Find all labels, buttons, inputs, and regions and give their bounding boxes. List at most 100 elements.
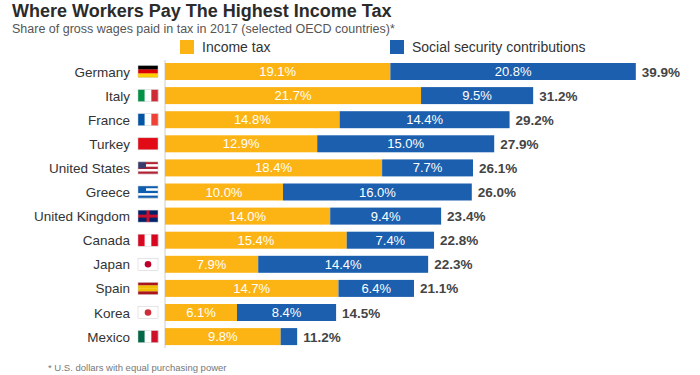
flag-stripe xyxy=(145,90,152,102)
flag-border xyxy=(138,331,158,343)
data-label: 14.7% xyxy=(233,281,270,296)
data-label: 7.4% xyxy=(376,233,406,248)
bar-segment xyxy=(281,328,298,345)
data-label: 19.1% xyxy=(259,64,296,79)
category-label: Canada xyxy=(83,233,131,248)
total-label: 26.0% xyxy=(478,185,516,200)
flag-stripe xyxy=(138,169,158,172)
data-label: 14.0% xyxy=(229,209,266,224)
data-label: 20.8% xyxy=(495,64,532,79)
flag xyxy=(138,234,158,246)
background xyxy=(0,0,700,375)
bar-segment xyxy=(421,87,533,104)
flag xyxy=(138,331,158,343)
flag-border xyxy=(138,114,158,126)
bar-segment xyxy=(165,280,338,297)
category-label: Greece xyxy=(86,185,130,200)
flag xyxy=(138,307,158,319)
data-label: 8.4% xyxy=(272,305,302,320)
flag-stripe xyxy=(151,331,158,343)
flag-stripe xyxy=(138,291,158,294)
bar-segment xyxy=(340,111,510,128)
bar-segment xyxy=(338,280,414,297)
flag-border xyxy=(138,138,158,150)
total-label: 14.5% xyxy=(342,306,380,321)
flag-stripe xyxy=(138,288,158,291)
flag-field xyxy=(138,258,158,270)
data-label: 10.0% xyxy=(206,185,243,200)
total-label: 26.1% xyxy=(479,161,517,176)
flag-border xyxy=(138,307,158,319)
flag xyxy=(138,138,158,150)
flag-stripe xyxy=(138,70,158,74)
chart: Where Workers Pay The Highest Income Tax… xyxy=(0,0,700,375)
bar-segment xyxy=(165,63,390,80)
flag xyxy=(138,90,158,102)
bar-segment xyxy=(390,63,635,80)
data-label: 15.4% xyxy=(237,233,274,248)
flag-canton xyxy=(138,186,146,193)
bar-segment xyxy=(237,304,336,321)
flag-border xyxy=(138,210,158,222)
bar-segment xyxy=(165,184,283,201)
flag-stripe xyxy=(138,74,158,78)
flag-stripe xyxy=(138,90,145,102)
flag-border xyxy=(138,66,158,78)
data-label: 14.4% xyxy=(406,112,443,127)
total-label: 29.2% xyxy=(516,113,554,128)
total-label: 23.4% xyxy=(447,209,485,224)
flag xyxy=(138,66,158,78)
flag-border xyxy=(138,186,158,198)
labels: Germany19.1%20.8%39.9%Italy21.7%9.5%31.2… xyxy=(34,64,680,345)
data-label: 15.0% xyxy=(387,136,424,151)
data-label: 14.8% xyxy=(234,112,271,127)
bar-segment xyxy=(317,135,494,152)
data-label: 6.1% xyxy=(186,305,216,320)
flag-stripe xyxy=(145,234,152,246)
flag-stripe xyxy=(138,331,145,343)
bar-segment xyxy=(258,256,428,273)
data-label: 18.4% xyxy=(255,160,292,175)
flag xyxy=(138,258,158,270)
flag-stripe xyxy=(138,114,145,126)
legend-swatch xyxy=(390,40,404,54)
flag-border xyxy=(138,258,158,270)
flag-stripe xyxy=(151,234,158,246)
flag-dot xyxy=(145,261,152,268)
bar-segment xyxy=(165,328,281,345)
flag-border xyxy=(138,90,158,102)
bar-segment xyxy=(382,159,473,176)
category-label: Turkey xyxy=(89,137,130,152)
flag-border xyxy=(138,282,158,294)
flag-stripe xyxy=(145,114,152,126)
data-label: 14.4% xyxy=(325,257,362,272)
category-label: France xyxy=(88,113,130,128)
data-label: 9.8% xyxy=(208,329,238,344)
flag-stripe xyxy=(138,282,158,285)
bar-segment xyxy=(165,159,382,176)
category-label: United Kingdom xyxy=(34,209,130,224)
total-label: 11.2% xyxy=(303,330,341,345)
flag-field xyxy=(138,210,158,222)
bar-segment xyxy=(165,111,340,128)
bar-segment xyxy=(283,184,472,201)
flag-stripe xyxy=(151,90,158,102)
footnote: * U.S. dollars with equal purchasing pow… xyxy=(48,362,226,373)
title: Where Workers Pay The Highest Income Tax xyxy=(12,1,391,21)
data-label: 12.9% xyxy=(223,136,260,151)
flag-border xyxy=(138,234,158,246)
bar-segment xyxy=(165,208,330,225)
legend-label: Income tax xyxy=(202,39,270,55)
category-label: Italy xyxy=(105,89,130,104)
total-label: 22.8% xyxy=(440,233,478,248)
category-label: Korea xyxy=(94,306,131,321)
total-label: 27.9% xyxy=(500,137,538,152)
flag-stripe xyxy=(138,66,158,70)
flag xyxy=(138,114,158,126)
bar-segment xyxy=(165,135,317,152)
flag-stripe xyxy=(145,331,152,343)
flag xyxy=(138,282,158,294)
flag-stripe xyxy=(138,193,158,196)
data-label: 21.7% xyxy=(275,88,312,103)
flag-stripe xyxy=(138,285,158,288)
